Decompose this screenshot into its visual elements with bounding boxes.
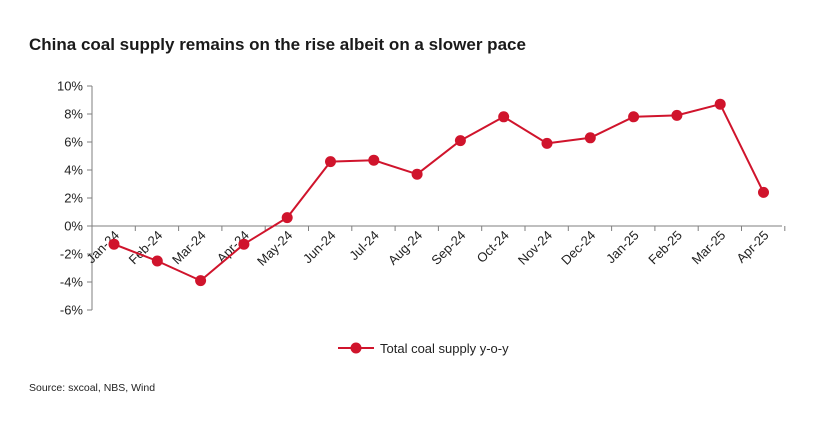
y-tick-label: 10% [57,79,83,94]
y-tick-label: 6% [64,135,83,150]
x-tick-label: Nov-24 [515,228,555,268]
data-point [108,238,120,250]
y-tick-label: 0% [64,219,83,234]
legend: Total coal supply y-o-y [338,341,509,356]
x-tick-label: Mar-25 [689,228,729,268]
y-tick-label: -6% [60,303,84,318]
y-tick-label: -4% [60,275,84,290]
data-point [671,109,683,121]
data-point [498,111,510,123]
x-tick-label: Jun-24 [300,228,339,267]
x-tick-label: Mar-24 [169,228,209,268]
series-total-coal-supply [108,98,769,287]
source-note: Source: sxcoal, NBS, Wind [29,382,156,394]
x-tick-label: Jul-24 [346,228,382,264]
data-point [714,98,726,110]
data-point [411,168,423,180]
data-point [541,137,553,149]
data-point [325,156,336,168]
x-tick-label: Apr-25 [733,228,771,266]
legend-swatch-marker [350,342,362,354]
series-line [113,103,765,282]
data-point [628,111,640,123]
data-point [195,275,207,287]
data-point [151,255,163,267]
data-point [584,132,596,144]
y-tick-label: 2% [64,191,83,206]
data-point [238,238,250,250]
x-tick-label: Sep-24 [428,228,468,268]
data-point [281,212,293,224]
y-axis: -6% -4% -2% 0% 2% 4% 6% 8% 10% [57,79,93,318]
y-tick-label: 4% [64,163,83,178]
legend-label: Total coal supply y-o-y [380,341,509,356]
data-point [454,135,466,147]
x-tick-label: Oct-24 [474,228,512,266]
x-tick-label: Aug-24 [385,228,425,268]
chart-title: China coal supply remains on the rise al… [29,35,526,54]
data-point [758,186,769,198]
x-tick-label: Dec-24 [558,228,598,268]
x-tick-label: Jan-25 [603,228,642,267]
x-tick-label: Feb-25 [645,228,685,268]
x-axis: Jan-24 Feb-24 Mar-24 Apr-24 May-24 Jun-24 Jul-… [83,225,786,269]
data-point [368,154,380,166]
y-tick-label: -2% [60,247,84,262]
y-tick-label: 8% [64,107,83,122]
